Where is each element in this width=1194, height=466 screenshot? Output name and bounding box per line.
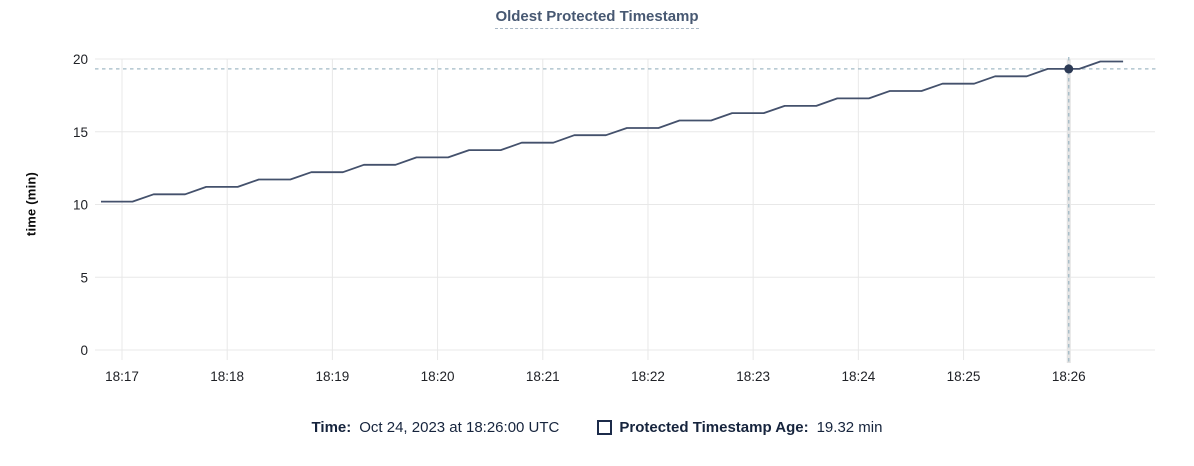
legend-time-label: Time:	[311, 419, 352, 436]
x-tick-label: 18:25	[947, 369, 981, 384]
legend-time-group: Time: Oct 24, 2023 at 18:26:00 UTC	[312, 419, 560, 436]
x-tick-label: 18:26	[1052, 369, 1086, 384]
x-tick-label: 18:21	[526, 369, 560, 384]
crosshair-dot[interactable]	[1064, 64, 1074, 74]
legend-checkbox[interactable]	[597, 420, 613, 435]
chart-canvas[interactable]: 18:17 18:18 18:19 18:20 18:21 18:22 18:23 18:24…	[0, 0, 1194, 410]
legend-series-label: Protected Timestamp Age:	[619, 419, 809, 436]
x-tick-label: 18:24	[841, 369, 875, 384]
chart-legend: Time: Oct 24, 2023 at 18:26:00 UTC Prote…	[0, 419, 1194, 436]
y-tick-label: 10	[73, 198, 88, 213]
x-tick-label: 18:20	[421, 369, 455, 384]
legend-series-group[interactable]: Protected Timestamp Age: 19.32 min	[597, 419, 882, 436]
y-tick-label: 20	[73, 52, 88, 67]
y-tick-label: 0	[80, 343, 88, 358]
legend-series-value: 19.32 min	[816, 419, 883, 436]
x-tick-label: 18:17	[105, 369, 139, 384]
x-tick-label: 18:23	[736, 369, 770, 384]
x-tick-label: 18:22	[631, 369, 665, 384]
chart-title[interactable]: Oldest Protected Timestamp	[495, 8, 699, 29]
x-tick-label: 18:19	[315, 369, 349, 384]
series-line	[101, 60, 1124, 203]
y-tick-label: 15	[73, 125, 88, 140]
legend-time-value: Oct 24, 2023 at 18:26:00 UTC	[359, 419, 560, 436]
y-tick-label: 5	[80, 270, 88, 285]
x-tick-label: 18:18	[210, 369, 244, 384]
chart-header: Oldest Protected Timestamp	[0, 8, 1194, 29]
